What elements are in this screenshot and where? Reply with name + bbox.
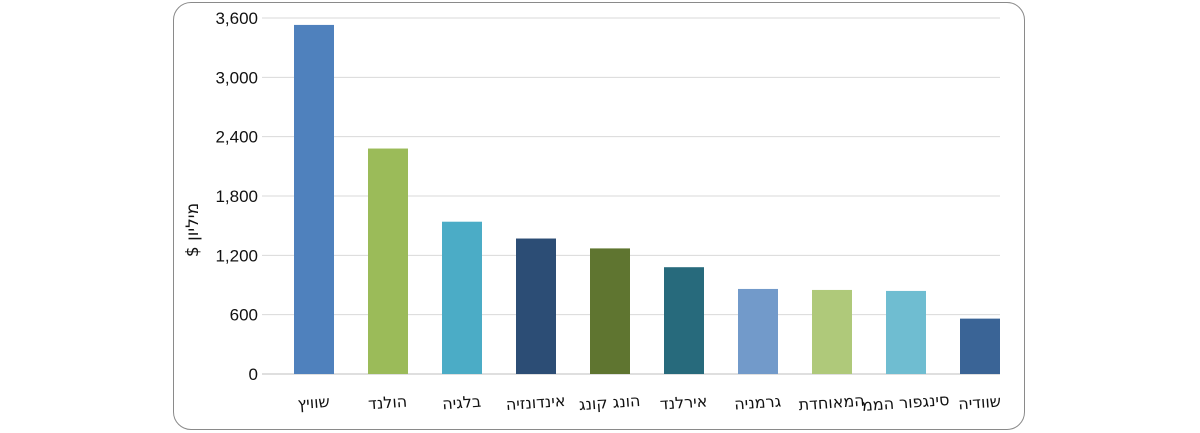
x-category-label: שוויץ xyxy=(297,392,331,413)
x-category-label: המאוחדת xyxy=(798,391,865,415)
bar xyxy=(442,221,482,374)
x-category-label: הולנד xyxy=(367,392,407,414)
x-category-label: גרמניה xyxy=(734,391,783,413)
y-axis-title: מיליון $ xyxy=(183,203,203,257)
bars xyxy=(294,24,1000,375)
y-tick-label: 600 xyxy=(230,306,258,325)
bar xyxy=(516,238,556,374)
bar xyxy=(886,290,926,374)
x-category-label: סינגפור הממ xyxy=(861,390,950,415)
bar xyxy=(368,148,408,374)
x-category-label: אירלנד xyxy=(659,391,708,413)
x-category-label: בלגיה xyxy=(442,392,482,414)
x-category-label: שוודיה xyxy=(958,392,1002,414)
bar xyxy=(738,288,778,374)
x-category-label: הונג קונג xyxy=(578,391,641,414)
y-tick-label: 2,400 xyxy=(215,128,258,147)
bar xyxy=(812,289,852,374)
bar xyxy=(960,318,1000,374)
x-category-label: אינדונזיה xyxy=(505,391,566,414)
y-tick-label: 1,800 xyxy=(215,187,258,206)
y-tick-label: 3,000 xyxy=(215,68,258,87)
y-tick-label: 3,600 xyxy=(215,9,258,28)
bar xyxy=(590,248,630,374)
bar xyxy=(664,267,704,374)
y-tick-label: 0 xyxy=(249,365,258,384)
bar xyxy=(294,24,334,375)
x-axis-categories: שוויץ הולנד בלגיה אינדונזיה הונג קונג אירלנד ג… xyxy=(297,390,1002,415)
y-tick-label: 1,200 xyxy=(215,246,258,265)
y-axis-ticks: 0 600 1,200 1,800 2,400 3,000 3,600 xyxy=(215,9,258,384)
